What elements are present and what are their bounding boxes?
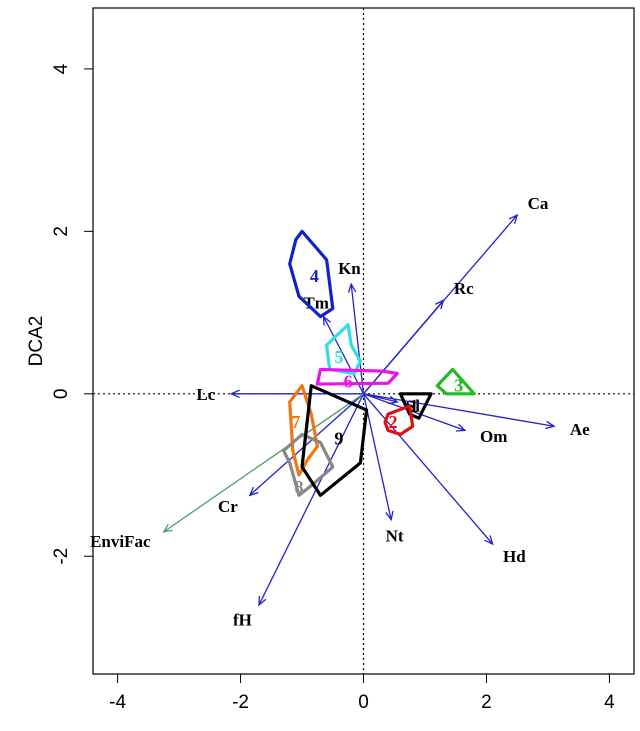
vector-arrow-head (162, 523, 173, 533)
vector-ae: Ae (363, 393, 590, 439)
vector-arrow-line (258, 393, 365, 606)
vector-label: Kn (338, 259, 361, 278)
group-3: 3 (435, 367, 476, 396)
x-axis: -4 -2 0 2 4 (109, 673, 615, 713)
vector-arrow-line (363, 393, 466, 431)
vector-arrow-line (362, 393, 392, 520)
vector-label: Hd (503, 547, 526, 566)
vector-rc: Rc (363, 279, 474, 395)
vector-arrow-head (347, 282, 357, 293)
vector-arrow-head (248, 486, 259, 497)
vector-label: Lc (196, 385, 215, 404)
vector-kn: Kn (338, 259, 365, 394)
group-hull (435, 367, 476, 396)
group-4: 4 (288, 229, 335, 319)
y-tick-label: 0 (51, 389, 72, 400)
vector-nt: Nt (362, 393, 404, 545)
group-label: 2 (389, 412, 398, 432)
group-7: 7 (288, 384, 319, 477)
vector-arrow-head (435, 299, 445, 310)
group-label: 1 (409, 396, 418, 416)
y-tick-label: 4 (51, 63, 72, 74)
group-8: 8 (281, 432, 335, 497)
vector-fh: fH (233, 393, 365, 629)
vector-arrow-head (229, 389, 240, 399)
vector-arrow-line (363, 299, 444, 395)
y-tick-label: 2 (51, 226, 72, 237)
vector-arrow-line (163, 393, 364, 533)
group-label: 7 (291, 412, 300, 432)
group-9: 9 (300, 384, 369, 497)
reference-lines (93, 8, 634, 674)
group-label: 6 (344, 372, 353, 392)
vector-label: Ca (528, 194, 549, 213)
vector-om: Om (363, 393, 507, 446)
group-hull (288, 229, 335, 319)
group-hull (315, 367, 399, 386)
y-tick-label: -2 (51, 548, 72, 565)
vector-label: Nt (386, 526, 404, 545)
vector-arrow-head (258, 595, 267, 607)
y-axis-title: DCA2 (26, 316, 47, 367)
x-tick-label: -4 (109, 692, 126, 713)
group-hull (383, 404, 415, 437)
group-hull (281, 432, 335, 497)
group-label: 5 (334, 347, 343, 367)
group-2: 2 (383, 404, 415, 437)
vector-arrow-head (508, 213, 519, 224)
vector-arrow-head (484, 535, 494, 546)
vector-arrow-line (322, 316, 365, 395)
x-tick-label: 4 (604, 692, 615, 713)
vector-label: fH (233, 610, 252, 629)
vector-cr: Cr (218, 393, 364, 516)
vector-arrow-head (455, 423, 467, 432)
vector-arrow-head (322, 315, 331, 326)
x-tick-label: 0 (358, 692, 369, 713)
group-label: 4 (310, 266, 319, 286)
vector-label: Cr (218, 497, 238, 516)
x-tick-label: -2 (232, 692, 249, 713)
vector-arrow-line (350, 284, 365, 394)
x-tick-label: 2 (481, 692, 492, 713)
vector-arrow-head (385, 510, 394, 522)
group-label: 9 (334, 428, 343, 448)
vector-label: Om (480, 427, 507, 446)
vector-arrow-line (363, 393, 555, 427)
group-hull (300, 384, 369, 497)
group-6: 6 (315, 367, 399, 392)
vector-envifac: EnviFac (90, 393, 364, 551)
group-hull (288, 384, 319, 477)
vector-arrow-head (545, 420, 556, 430)
vector-arrow-line (363, 393, 494, 545)
group-label: 3 (454, 376, 463, 396)
group-label: 8 (294, 477, 303, 497)
vector-lc: Lc (196, 385, 364, 404)
vector-arrow-line (249, 393, 364, 496)
y-axis: -2 0 2 4 (51, 63, 94, 565)
vector-label: EnviFac (90, 532, 151, 551)
vector-label: Rc (454, 279, 474, 298)
vector-label: Ae (570, 420, 590, 439)
